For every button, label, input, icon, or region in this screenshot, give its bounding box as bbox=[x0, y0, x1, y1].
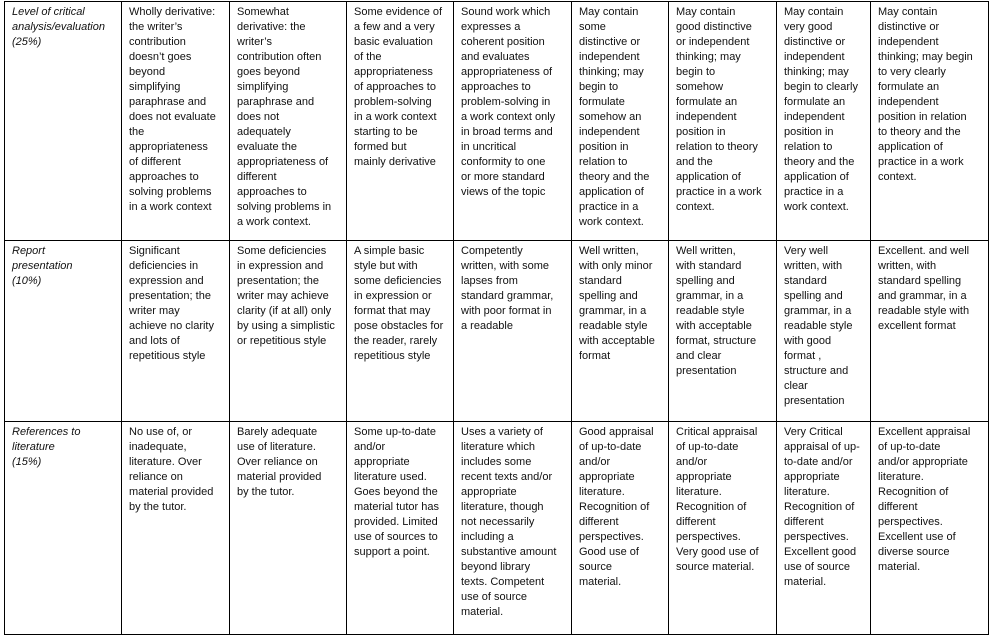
criterion-label: References to literature (15%) bbox=[4, 421, 122, 635]
rubric-cell-grade-1: No use of, or inadequate, literature. Ov… bbox=[121, 421, 230, 635]
rubric-cell-grade-7: May contain very good distinctive or ind… bbox=[776, 1, 871, 241]
rubric-cell-grade-4: Uses a variety of literature which inclu… bbox=[453, 421, 572, 635]
rubric-cell-grade-3: Some evidence of a few and a very basic … bbox=[346, 1, 454, 241]
rubric-cell-grade-1: Significant deficiencies in expression a… bbox=[121, 240, 230, 422]
rubric-cell-grade-5: Well written, with only minor standard s… bbox=[571, 240, 669, 422]
rubric-cell-grade-5: May contain some distinctive or independ… bbox=[571, 1, 669, 241]
rubric-cell-grade-6: May contain good distinctive or independ… bbox=[668, 1, 777, 241]
rubric-cell-grade-6: Well written, with standard spelling and… bbox=[668, 240, 777, 422]
criterion-label: Report presentation (10%) bbox=[4, 240, 122, 422]
rubric-cell-grade-8: May contain distinctive or independent t… bbox=[870, 1, 989, 241]
assessment-rubric-table: Level of critical analysis/evaluation (2… bbox=[4, 1, 989, 635]
criterion-label: Level of critical analysis/evaluation (2… bbox=[4, 1, 122, 241]
rubric-cell-grade-8: Excellent. and well written, with standa… bbox=[870, 240, 989, 422]
rubric-cell-grade-4: Sound work which expresses a coherent po… bbox=[453, 1, 572, 241]
rubric-cell-grade-5: Good appraisal of up-to-date and/or appr… bbox=[571, 421, 669, 635]
rubric-cell-grade-2: Some deficiencies in expression and pres… bbox=[229, 240, 347, 422]
rubric-cell-grade-2: Somewhat derivative: the writer’s contri… bbox=[229, 1, 347, 241]
rubric-cell-grade-1: Wholly derivative: the writer’s contribu… bbox=[121, 1, 230, 241]
rubric-cell-grade-8: Excellent appraisal of up-to-date and/or… bbox=[870, 421, 989, 635]
rubric-cell-grade-4: Competently written, with some lapses fr… bbox=[453, 240, 572, 422]
rubric-cell-grade-6: Critical appraisal of up-to-date and/or … bbox=[668, 421, 777, 635]
rubric-cell-grade-2: Barely adequate use of literature. Over … bbox=[229, 421, 347, 635]
rubric-cell-grade-3: A simple basic style but with some defic… bbox=[346, 240, 454, 422]
rubric-row-references-to-literature: References to literature (15%) No use of,… bbox=[4, 421, 989, 635]
rubric-cell-grade-7: Very well written, with standard spellin… bbox=[776, 240, 871, 422]
rubric-row-report-presentation: Report presentation (10%) Significant def… bbox=[4, 240, 989, 422]
rubric-cell-grade-7: Very Critical appraisal of up- to-date a… bbox=[776, 421, 871, 635]
rubric-row-level-critical-analysis: Level of critical analysis/evaluation (2… bbox=[4, 1, 989, 241]
rubric-cell-grade-3: Some up-to-date and/or appropriate liter… bbox=[346, 421, 454, 635]
